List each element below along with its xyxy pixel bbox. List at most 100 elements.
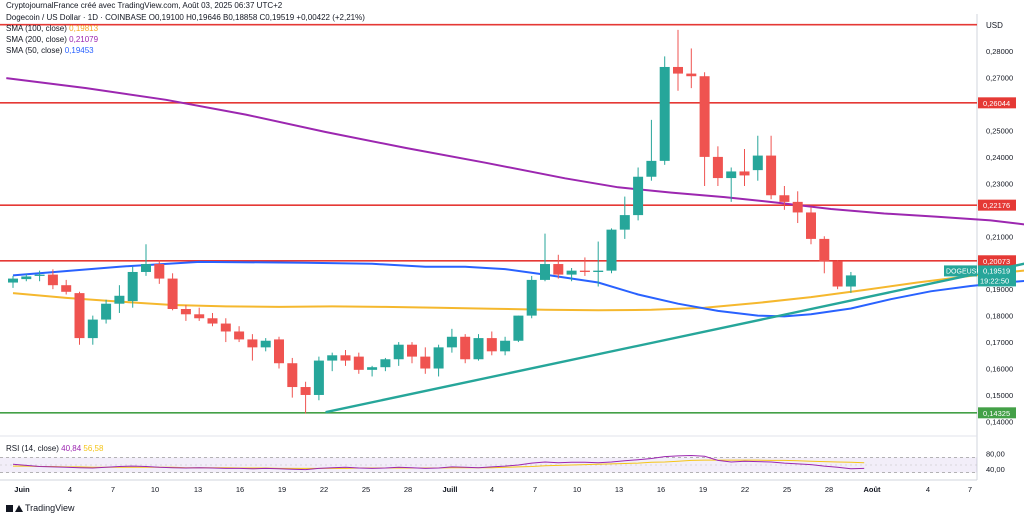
candle-body [393, 344, 404, 360]
rsi-legend[interactable]: RSI (14, close) 40,84 56,58 [6, 444, 103, 453]
candle-body [526, 279, 537, 316]
candle-body [792, 201, 803, 213]
candle-body [606, 229, 617, 271]
candle-body [114, 295, 125, 304]
level-tag-label: 0,22176 [983, 201, 1010, 210]
ticker-tag [944, 265, 977, 277]
y-tick-label: 0,18000 [986, 312, 1013, 321]
y-tick-label: 0,25000 [986, 126, 1013, 135]
sma100-line [12, 269, 1024, 312]
tradingview-icon [6, 504, 23, 513]
y-tick-label: 0,16000 [986, 365, 1013, 374]
x-tick-label: Juill [442, 485, 457, 494]
candle-body [806, 212, 816, 239]
candle-body [473, 338, 484, 360]
candle-body [513, 315, 524, 341]
sma100-legend[interactable]: SMA (100, close) 0,19813 [6, 24, 98, 33]
candle-body [579, 270, 590, 272]
y-tick-label: 0,14000 [986, 417, 1013, 426]
candle-body [247, 339, 258, 348]
candle-body [340, 355, 351, 361]
x-tick-label: 19 [278, 485, 286, 494]
candle-body [380, 359, 391, 368]
price-tag [978, 265, 1016, 287]
y-tick-label: 0,19000 [986, 285, 1013, 294]
candle-body [566, 270, 577, 275]
candle-body [659, 66, 670, 161]
rsi-tick-label: 40,00 [986, 465, 1005, 474]
candle-body [460, 336, 471, 360]
candle-body [220, 323, 231, 332]
candle-body [327, 355, 338, 361]
symbol-line: Dogecoin / US Dollar · 1D · COINBASE O0,… [6, 13, 365, 22]
level-tag [978, 255, 1016, 267]
candle-body [154, 264, 165, 279]
candle-body [832, 261, 843, 287]
candle-body [686, 73, 697, 77]
sma100-label: SMA (100, close) [6, 24, 67, 33]
candle-body [194, 314, 205, 319]
candle-body [819, 238, 830, 262]
candle-body [127, 271, 138, 302]
candle-body [420, 356, 431, 369]
x-tick-label: 25 [362, 485, 370, 494]
x-tick-label: 16 [657, 485, 665, 494]
candle-body [633, 176, 644, 216]
candle-body [274, 339, 284, 364]
y-tick-label: 0,15000 [986, 391, 1013, 400]
currency-label: USD [986, 21, 1003, 30]
candle-body [87, 319, 98, 339]
candle-body [407, 344, 417, 357]
candle-body [500, 340, 511, 352]
x-tick-label: 4 [68, 485, 72, 494]
candle-body [553, 264, 564, 275]
candle-body [180, 309, 191, 315]
price-tag-value: 0,19519 [983, 266, 1010, 275]
candle-body [726, 171, 737, 179]
x-tick-label: 10 [573, 485, 581, 494]
candle-body [21, 276, 32, 280]
x-tick-label: 13 [615, 485, 623, 494]
candle-body [673, 66, 683, 74]
candle-body [540, 264, 550, 280]
sma50-legend[interactable]: SMA (50, close) 0,19453 [6, 46, 94, 55]
candle-body [101, 303, 112, 320]
y-tick-label: 0,17000 [986, 338, 1013, 347]
sma50-label: SMA (50, close) [6, 46, 63, 55]
candle-body [739, 171, 750, 176]
ticker-label: DOGEUSD [946, 268, 981, 275]
candle-body [766, 155, 777, 196]
x-tick-label: 19 [699, 485, 707, 494]
x-tick-label: Juin [14, 485, 30, 494]
candle-body [646, 160, 657, 177]
rsi-line [12, 454, 865, 471]
candle-body [699, 76, 710, 157]
x-tick-label: 28 [825, 485, 833, 494]
x-tick-label: 7 [533, 485, 537, 494]
sma50-line [12, 260, 1024, 318]
tradingview-logo[interactable]: TradingView [6, 503, 75, 513]
countdown-label: 19:22:50 [980, 276, 1009, 285]
ohlc-values: O0,19100 H0,19646 B0,18858 C0,19519 +0,0… [148, 13, 365, 22]
candle-body [287, 363, 298, 388]
candle-body [367, 367, 378, 370]
y-tick-label: 0,28000 [986, 47, 1013, 56]
candle-body [260, 340, 271, 348]
candle-body [300, 387, 311, 395]
candle-body [446, 336, 457, 348]
trend-line [325, 262, 1024, 414]
candle-body [8, 278, 18, 283]
rsi-label: RSI (14, close) [6, 444, 59, 453]
y-tick-label: 0,23000 [986, 179, 1013, 188]
x-tick-label: 10 [151, 485, 159, 494]
x-tick-label: 7 [968, 485, 972, 494]
sma200-legend[interactable]: SMA (200, close) 0,21079 [6, 35, 98, 44]
x-tick-label: 22 [741, 485, 749, 494]
rsi-value: 40,84 [61, 444, 82, 453]
candle-body [313, 360, 324, 395]
level-tag [978, 407, 1016, 419]
sma50-value: 0,19453 [64, 46, 94, 55]
y-tick-label: 0,21000 [986, 232, 1013, 241]
candle-body [779, 195, 790, 202]
